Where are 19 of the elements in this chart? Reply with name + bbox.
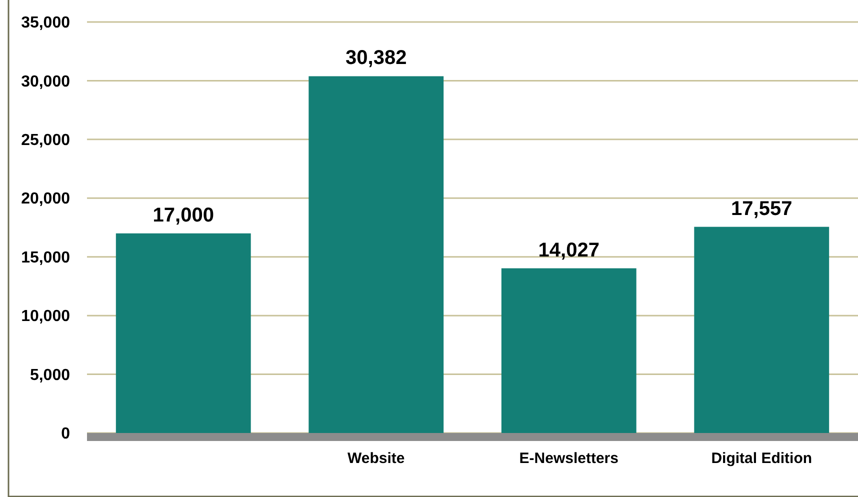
y-tick-label: 15,000 (21, 249, 70, 266)
bar (694, 226, 830, 433)
y-tick-label: 0 (61, 426, 70, 443)
y-tick-label: 10,000 (21, 308, 70, 326)
data-label: 17,557 (731, 198, 792, 220)
x-tick-label: Website (348, 450, 405, 467)
y-tick-label: 35,000 (21, 14, 70, 32)
bar (116, 233, 251, 433)
y-tick-label: 5,000 (30, 366, 70, 384)
y-tick-label: 20,000 (21, 190, 70, 208)
x-tick-label: E-Newsletters (519, 450, 618, 467)
data-label: 17,000 (152, 204, 214, 226)
bar (308, 76, 444, 433)
data-label: 30,382 (346, 47, 407, 70)
bar (501, 268, 636, 433)
y-tick-label: 30,000 (21, 73, 70, 90)
y-tick-label: 25,000 (21, 132, 70, 150)
data-label: 14,027 (538, 239, 600, 262)
x-tick-label: Digital Edition (711, 450, 812, 467)
